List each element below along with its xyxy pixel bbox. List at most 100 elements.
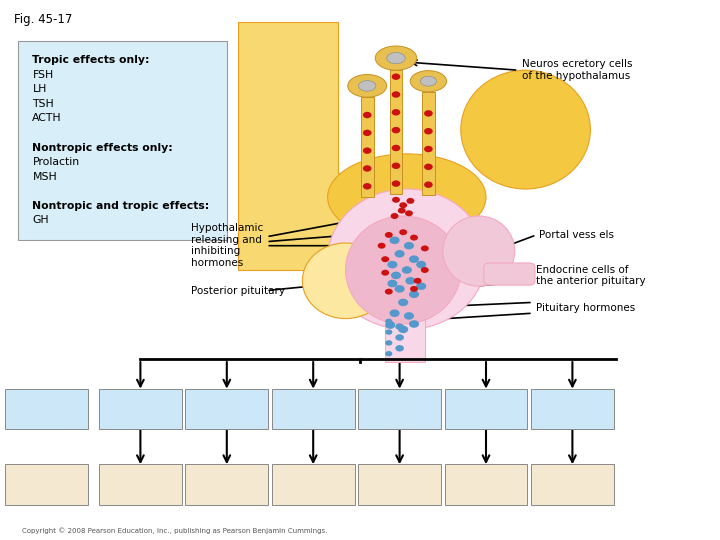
Text: HORMONE: HORMONE <box>17 404 77 414</box>
FancyBboxPatch shape <box>445 389 527 429</box>
Circle shape <box>395 323 404 330</box>
FancyBboxPatch shape <box>361 97 374 197</box>
Circle shape <box>391 272 401 279</box>
Text: TSH: TSH <box>32 99 54 109</box>
Circle shape <box>409 291 419 298</box>
Circle shape <box>363 130 372 136</box>
Text: Copyright © 2008 Pearson Education, Inc., publishing as Pearson Benjamin Cumming: Copyright © 2008 Pearson Education, Inc.… <box>22 527 327 534</box>
Ellipse shape <box>420 76 436 86</box>
FancyBboxPatch shape <box>445 464 527 505</box>
Ellipse shape <box>410 71 446 92</box>
Text: FSH: FSH <box>32 70 54 80</box>
Text: ACTH: ACTH <box>299 404 328 414</box>
Circle shape <box>385 321 395 329</box>
Circle shape <box>385 232 393 238</box>
FancyBboxPatch shape <box>422 92 435 195</box>
Ellipse shape <box>328 154 486 240</box>
Circle shape <box>424 128 433 134</box>
Circle shape <box>385 288 393 295</box>
Text: TSH: TSH <box>217 404 237 414</box>
FancyBboxPatch shape <box>99 389 181 429</box>
Circle shape <box>378 242 386 249</box>
Circle shape <box>390 309 400 317</box>
Text: LH: LH <box>32 84 47 94</box>
Text: Adrenal
cortex: Adrenal cortex <box>293 474 333 496</box>
FancyBboxPatch shape <box>186 464 268 505</box>
Circle shape <box>409 255 419 263</box>
Circle shape <box>387 261 397 268</box>
FancyBboxPatch shape <box>272 389 355 429</box>
Text: Tropic effects only:: Tropic effects only: <box>32 55 150 65</box>
Text: Neuros ecretory cells
of the hypothalamus: Neuros ecretory cells of the hypothalamu… <box>522 59 632 81</box>
Text: MSH: MSH <box>474 404 498 414</box>
Circle shape <box>392 180 400 187</box>
Circle shape <box>399 202 408 208</box>
Polygon shape <box>238 22 403 270</box>
FancyBboxPatch shape <box>390 70 402 194</box>
Text: Liver, bones ,
other tissues: Liver, bones , other tissues <box>537 474 608 496</box>
Text: GH: GH <box>32 215 49 226</box>
FancyBboxPatch shape <box>186 389 268 429</box>
Circle shape <box>392 91 400 98</box>
Text: Thyroid: Thyroid <box>207 480 246 490</box>
Ellipse shape <box>348 75 387 97</box>
Circle shape <box>405 277 415 285</box>
Text: Fig. 45-17: Fig. 45-17 <box>14 14 73 26</box>
Text: Posterior pituitary: Posterior pituitary <box>191 286 285 295</box>
Circle shape <box>398 299 408 306</box>
FancyBboxPatch shape <box>484 263 535 285</box>
FancyBboxPatch shape <box>272 464 355 505</box>
Circle shape <box>363 147 372 154</box>
Circle shape <box>392 73 400 80</box>
Circle shape <box>424 146 433 152</box>
Circle shape <box>392 109 400 116</box>
FancyBboxPatch shape <box>531 389 614 429</box>
Circle shape <box>404 242 414 249</box>
Text: Portal vess els: Portal vess els <box>539 230 613 240</box>
FancyBboxPatch shape <box>18 40 227 240</box>
Text: Endocrine cells of
the anterior pituitary: Endocrine cells of the anterior pituitar… <box>536 265 646 286</box>
Circle shape <box>416 261 426 268</box>
Text: ACTH: ACTH <box>32 113 62 124</box>
Circle shape <box>424 181 433 188</box>
Circle shape <box>392 197 400 203</box>
Circle shape <box>363 112 372 118</box>
Circle shape <box>390 237 400 244</box>
Circle shape <box>395 334 404 341</box>
Circle shape <box>385 329 392 335</box>
Circle shape <box>405 210 413 217</box>
Ellipse shape <box>443 216 515 286</box>
Circle shape <box>392 127 400 133</box>
Circle shape <box>406 198 415 204</box>
FancyBboxPatch shape <box>6 389 89 429</box>
Ellipse shape <box>346 216 461 324</box>
FancyBboxPatch shape <box>359 389 441 429</box>
Text: Nontropic effects only:: Nontropic effects only: <box>32 143 173 153</box>
Text: MSH: MSH <box>32 172 57 182</box>
Circle shape <box>385 319 392 324</box>
Circle shape <box>420 267 428 273</box>
Circle shape <box>382 269 390 276</box>
Circle shape <box>382 256 390 262</box>
Circle shape <box>424 110 433 117</box>
Text: Hypothalamic
releasing and
inhibiting
hormones: Hypothalamic releasing and inhibiting ho… <box>191 224 263 268</box>
FancyBboxPatch shape <box>359 464 441 505</box>
FancyBboxPatch shape <box>99 464 181 505</box>
FancyBboxPatch shape <box>6 464 89 505</box>
Circle shape <box>410 286 418 292</box>
Circle shape <box>409 320 419 328</box>
Circle shape <box>398 207 406 214</box>
Text: GH: GH <box>564 404 580 414</box>
Text: Prolactin: Prolactin <box>32 157 79 167</box>
Ellipse shape <box>328 189 486 329</box>
Circle shape <box>399 229 408 235</box>
Text: Pituitary hormones: Pituitary hormones <box>536 303 636 313</box>
Text: FSH and LH: FSH and LH <box>111 404 170 414</box>
Circle shape <box>413 278 421 284</box>
Circle shape <box>385 351 392 356</box>
Circle shape <box>363 165 372 172</box>
Circle shape <box>395 250 405 258</box>
Ellipse shape <box>461 70 590 189</box>
Circle shape <box>398 326 408 333</box>
Circle shape <box>395 345 404 352</box>
